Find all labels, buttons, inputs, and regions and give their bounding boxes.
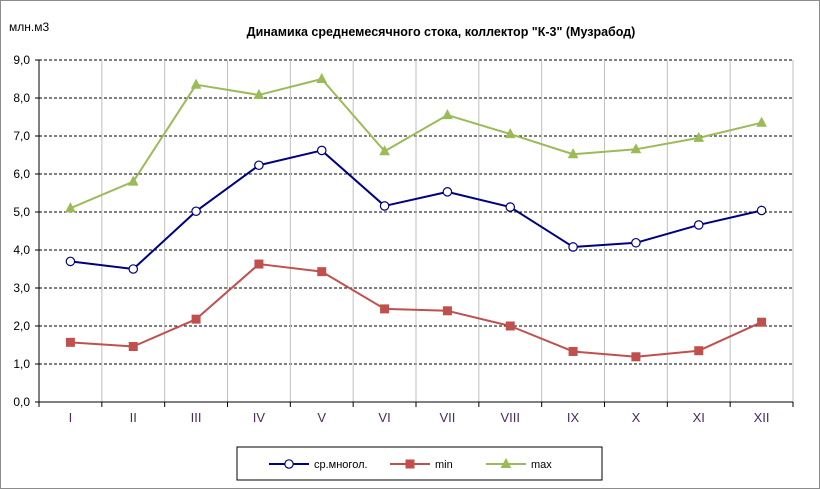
data-point-min xyxy=(757,317,767,327)
data-point-min xyxy=(442,306,452,316)
data-point-mean xyxy=(442,187,453,197)
data-point-min xyxy=(191,314,201,324)
x-tick-label: III xyxy=(191,410,202,425)
x-tick-label: VII xyxy=(439,410,455,425)
data-point-mean xyxy=(316,145,327,156)
data-point-mean xyxy=(693,220,704,230)
data-point-min xyxy=(128,342,138,352)
x-tick-label: XI xyxy=(693,410,705,425)
data-point-max xyxy=(190,78,202,89)
y-tick-label: 1,0 xyxy=(13,357,30,371)
x-tick-label: V xyxy=(317,410,326,425)
data-point-max xyxy=(253,88,265,99)
data-point-max xyxy=(316,72,328,83)
data-point-max xyxy=(630,143,642,154)
data-point-min xyxy=(65,337,75,347)
data-point-max xyxy=(379,145,390,156)
legend-label: min xyxy=(435,459,453,471)
gridlines xyxy=(39,59,794,402)
data-point-max xyxy=(693,131,705,142)
series-line-mean xyxy=(70,149,762,270)
x-tick-label: IX xyxy=(567,410,580,425)
y-tick-label: 6,0 xyxy=(13,167,30,181)
x-tick-label: VI xyxy=(378,410,390,425)
x-tick-label: VIII xyxy=(500,410,520,425)
axes: 0,01,02,03,04,05,06,07,08,09,0I II III IV V V… xyxy=(13,53,794,425)
y-tick-label: 5,0 xyxy=(13,205,30,219)
y-tick-label: 9,0 xyxy=(13,53,30,67)
series-line-min xyxy=(70,263,762,358)
data-point-max xyxy=(504,128,516,139)
legend-swatch-marker xyxy=(284,459,294,469)
data-point-max xyxy=(65,202,76,213)
data-point-mean xyxy=(191,206,201,217)
y-axis-unit-label: млн.м3 xyxy=(9,20,49,34)
data-point-max xyxy=(567,148,579,159)
legend-item-max: max xyxy=(486,457,552,471)
legend-swatch-marker xyxy=(500,457,512,468)
series-min xyxy=(65,259,767,362)
data-point-max xyxy=(442,109,453,120)
y-tick-label: 4,0 xyxy=(13,243,30,257)
y-tick-label: 7,0 xyxy=(13,129,30,143)
x-tick-label: II xyxy=(130,410,137,425)
x-tick-label: IV xyxy=(253,410,266,425)
series-line-max xyxy=(70,78,762,210)
data-point-mean xyxy=(254,160,264,171)
data-point-min xyxy=(694,346,704,356)
data-point-min xyxy=(631,352,641,362)
legend-item-min: min xyxy=(390,459,453,471)
y-tick-label: 3,0 xyxy=(13,281,30,295)
y-tick-label: 8,0 xyxy=(13,91,30,105)
data-point-mean xyxy=(128,264,139,274)
legend-label: ср.многол. xyxy=(314,459,368,471)
x-tick-label: XII xyxy=(754,410,770,425)
x-tick-label: I xyxy=(69,410,73,425)
data-point-mean xyxy=(756,205,767,216)
legend-swatch-marker xyxy=(405,459,415,469)
y-tick-label: 0,0 xyxy=(13,395,30,409)
legend-item-mean: ср.многол. xyxy=(269,459,368,471)
data-point-min xyxy=(254,259,264,269)
data-point-mean xyxy=(379,201,390,211)
legend: ср.многол. min max xyxy=(236,446,603,481)
y-tick-label: 2,0 xyxy=(13,319,30,333)
series-lines xyxy=(65,72,767,362)
data-point-min xyxy=(380,304,390,314)
data-point-mean xyxy=(505,202,516,212)
series-max xyxy=(65,72,767,213)
data-point-max xyxy=(127,175,139,186)
chart-title: Динамика среднемесячного стока, коллекто… xyxy=(247,25,636,39)
x-tick-label: X xyxy=(632,410,641,425)
data-point-mean xyxy=(568,242,578,252)
legend-label: max xyxy=(531,459,552,471)
data-point-min xyxy=(317,267,327,277)
data-point-max xyxy=(756,116,767,127)
data-point-mean xyxy=(631,237,641,248)
data-point-min xyxy=(568,346,578,356)
data-point-mean xyxy=(65,256,76,267)
series-mean xyxy=(65,145,767,274)
data-point-min xyxy=(505,321,515,331)
